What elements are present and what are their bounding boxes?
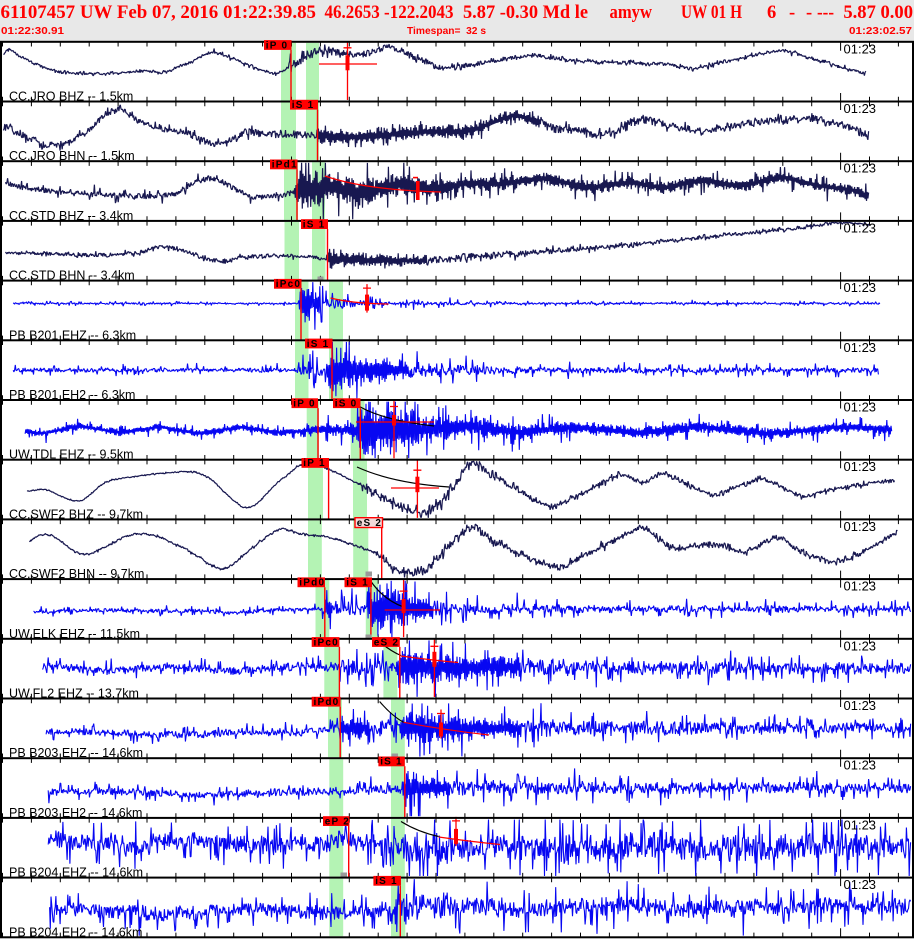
svg-text:CC,STD BHN -- 3.4km: CC,STD BHN -- 3.4km: [9, 269, 135, 283]
svg-text:iPc0: iPc0: [314, 637, 339, 648]
svg-text:CC,JRO BHZ -- 1.5km: CC,JRO BHZ -- 1.5km: [9, 90, 133, 104]
svg-text:iS 1: iS 1: [346, 578, 369, 589]
svg-text:61107457 UW Feb 07, 2016 01:22: 61107457 UW Feb 07, 2016 01:22:39.85: [1, 3, 317, 23]
svg-text:eP 2: eP 2: [325, 816, 350, 827]
svg-text:UW,TDL EHZ -- 9.5km: UW,TDL EHZ -- 9.5km: [9, 448, 134, 462]
svg-text:46.2653 -122.2043: 46.2653 -122.2043: [325, 3, 454, 23]
svg-text:UW,FL2 EHZ -- 13.7km: UW,FL2 EHZ -- 13.7km: [9, 687, 139, 701]
svg-text:iS 1: iS 1: [307, 339, 330, 350]
svg-text:01:23: 01:23: [844, 220, 877, 235]
svg-text:01:23: 01:23: [844, 638, 877, 653]
svg-text:PB B201 EHZ -- 6.3km: PB B201 EHZ -- 6.3km: [9, 328, 136, 342]
svg-text:iS 1: iS 1: [303, 219, 326, 230]
svg-text:01:23: 01:23: [844, 877, 877, 892]
svg-text:CC,STD BHZ -- 3.4km: CC,STD BHZ -- 3.4km: [9, 209, 133, 223]
svg-text:UW 01 H: UW 01 H: [681, 3, 743, 23]
svg-text:iS 1: iS 1: [380, 757, 403, 768]
svg-text:iS 0: iS 0: [335, 399, 358, 410]
svg-text:CC,SWF2 BHZ -- 9.7km: CC,SWF2 BHZ -- 9.7km: [9, 507, 143, 521]
svg-text:PB B204 EHZ -- 14.6km: PB B204 EHZ -- 14.6km: [9, 866, 143, 880]
svg-text:01:23: 01:23: [844, 758, 877, 773]
svg-text:PB B204 EH2 -- 14.6km: PB B204 EH2 -- 14.6km: [9, 925, 142, 939]
svg-text:01:23: 01:23: [844, 280, 877, 295]
svg-text:eS 2: eS 2: [357, 518, 382, 529]
svg-text:01:23: 01:23: [844, 400, 877, 415]
svg-text:01:23: 01:23: [844, 817, 877, 832]
svg-text:01:23: 01:23: [844, 41, 877, 56]
svg-text:01:23: 01:23: [844, 101, 877, 116]
svg-text:01:22:30.91: 01:22:30.91: [1, 25, 64, 37]
svg-text:iP 1: iP 1: [303, 458, 325, 469]
svg-text:iPd0: iPd0: [299, 578, 325, 589]
svg-text:iPd1: iPd1: [272, 160, 298, 171]
svg-text:iPc0: iPc0: [276, 279, 301, 290]
svg-text:01:23: 01:23: [844, 340, 877, 355]
svg-text:---: ---: [817, 3, 834, 23]
svg-text:iP 0: iP 0: [293, 399, 315, 410]
svg-text:CC,SWF2 BHN -- 9.7km: CC,SWF2 BHN -- 9.7km: [9, 567, 144, 581]
svg-text:UW,ELK EHZ -- 11.5km: UW,ELK EHZ -- 11.5km: [9, 627, 140, 641]
svg-text:PB B203 EHZ -- 14.6km: PB B203 EHZ -- 14.6km: [9, 746, 143, 760]
svg-text:01:23: 01:23: [844, 579, 877, 594]
svg-text:PB B201 EH2 -- 6.3km: PB B201 EH2 -- 6.3km: [9, 388, 135, 402]
svg-text:01:23: 01:23: [844, 698, 877, 713]
svg-text:-: -: [806, 3, 812, 23]
svg-text:CC,JRO BHN -- 1.5km: CC,JRO BHN -- 1.5km: [9, 149, 135, 163]
svg-text:01:23: 01:23: [844, 459, 877, 474]
svg-text:01:23:02.57: 01:23:02.57: [849, 25, 912, 37]
svg-text:01:23: 01:23: [844, 519, 877, 534]
svg-text:6: 6: [767, 3, 776, 23]
svg-text:01:23: 01:23: [844, 161, 877, 176]
svg-text:-: -: [789, 3, 795, 23]
svg-text:iS 1: iS 1: [292, 100, 315, 111]
svg-text:iP 0: iP 0: [266, 40, 288, 51]
svg-text:iPd0: iPd0: [314, 697, 340, 708]
svg-text:amyw: amyw: [610, 3, 653, 23]
svg-text:Timespan= 32 s: Timespan= 32 s: [407, 25, 486, 37]
svg-text:5.87 -0.30 Md le: 5.87 -0.30 Md le: [463, 3, 588, 23]
svg-text:iS 1: iS 1: [375, 876, 398, 887]
svg-text:PB B203 EH2 -- 14.6km: PB B203 EH2 -- 14.6km: [9, 806, 142, 820]
svg-text:5.87 0.00: 5.87 0.00: [843, 3, 913, 23]
svg-text:eS 2: eS 2: [374, 637, 399, 648]
